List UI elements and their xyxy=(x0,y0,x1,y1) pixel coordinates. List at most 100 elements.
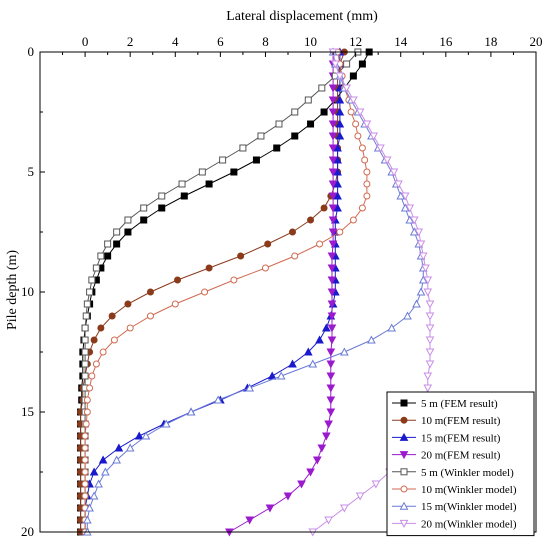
data-point xyxy=(82,312,90,320)
data-point xyxy=(146,312,154,320)
data-point xyxy=(318,84,326,92)
y-ticks: 0 5 10 15 20 xyxy=(21,44,45,539)
data-point xyxy=(98,455,108,464)
data-point xyxy=(205,180,213,188)
data-point xyxy=(331,60,340,69)
data-point xyxy=(328,156,338,165)
data-point xyxy=(264,240,272,248)
x-tick-label: 20 xyxy=(530,34,543,49)
data-point xyxy=(328,144,338,153)
data-point xyxy=(110,336,118,344)
x-tick-label: 8 xyxy=(262,34,269,49)
legend-item: 20 m(FEM result) xyxy=(392,450,501,462)
data-point xyxy=(83,300,91,308)
data-point xyxy=(161,419,171,428)
legend-marker xyxy=(399,519,409,528)
data-point xyxy=(326,372,336,381)
data-point xyxy=(85,503,94,512)
data-point xyxy=(328,96,338,105)
series-line xyxy=(80,51,345,532)
data-point xyxy=(423,372,433,381)
x-tick-label: 2 xyxy=(127,34,134,49)
data-point xyxy=(89,467,99,476)
data-point xyxy=(335,95,345,104)
data-point xyxy=(83,396,91,404)
legend-label: 20 m(Winkler model) xyxy=(421,518,517,530)
x-tick-label: 6 xyxy=(217,34,224,49)
data-point xyxy=(112,455,121,464)
data-point xyxy=(291,252,299,260)
data-point xyxy=(421,264,430,273)
legend-item: 10 m(Winkler model) xyxy=(392,484,517,496)
data-point xyxy=(237,252,245,260)
data-point xyxy=(367,335,376,344)
data-point xyxy=(355,108,365,117)
data-point xyxy=(326,360,336,369)
data-point xyxy=(230,168,238,176)
data-point xyxy=(327,324,337,333)
data-point xyxy=(81,480,89,488)
data-point xyxy=(321,323,331,332)
data-point xyxy=(347,108,355,116)
data-point xyxy=(141,431,151,440)
data-point xyxy=(86,288,94,296)
data-point xyxy=(340,347,349,356)
data-point xyxy=(425,300,435,309)
data-point xyxy=(394,180,403,189)
data-point xyxy=(409,227,419,236)
x-tick-label: 18 xyxy=(484,34,497,49)
data-point xyxy=(239,144,247,152)
data-point xyxy=(400,192,410,201)
data-point xyxy=(94,479,103,488)
data-point xyxy=(358,144,366,152)
data-point xyxy=(283,492,293,501)
data-point xyxy=(97,324,105,332)
data-point xyxy=(355,492,365,501)
data-point xyxy=(335,72,345,81)
data-point xyxy=(333,179,342,188)
legend-marker xyxy=(400,468,408,476)
legend-label: 20 m(FEM result) xyxy=(421,450,501,462)
data-point xyxy=(198,168,206,176)
legend-item: 5 m (Winkler model) xyxy=(392,467,514,479)
legend-label: 10 m(Winkler model) xyxy=(421,484,517,496)
data-point xyxy=(409,216,419,225)
legend-marker xyxy=(399,451,409,460)
series-3 xyxy=(80,47,345,536)
data-point xyxy=(416,240,426,249)
x-tick-label: 10 xyxy=(304,34,317,49)
y-tick-label: 0 xyxy=(28,44,35,59)
data-point xyxy=(104,240,112,248)
data-point xyxy=(88,372,96,380)
data-point xyxy=(362,120,372,129)
data-point xyxy=(333,167,342,176)
data-point xyxy=(99,348,107,356)
data-point xyxy=(304,96,312,104)
data-point xyxy=(328,120,338,129)
data-point xyxy=(178,180,186,188)
data-point xyxy=(140,204,148,212)
data-point xyxy=(114,443,124,452)
y-axis-title: Pile depth (m) xyxy=(5,250,20,330)
x-ticks: 0 2 4 6 8 10 12 14 16 18 20 xyxy=(62,34,543,57)
data-point xyxy=(312,456,322,465)
data-point xyxy=(333,191,342,200)
data-point xyxy=(134,431,144,440)
data-point xyxy=(387,323,397,332)
data-point xyxy=(328,132,338,141)
data-point xyxy=(291,132,299,140)
data-point xyxy=(158,192,166,200)
data-point xyxy=(257,132,265,140)
data-point xyxy=(328,204,338,213)
data-point xyxy=(327,336,337,345)
data-point xyxy=(81,360,89,368)
data-point xyxy=(327,252,337,261)
data-point xyxy=(354,132,362,140)
y-tick-label: 15 xyxy=(21,404,34,419)
legend-marker xyxy=(400,416,408,424)
data-point xyxy=(289,228,297,236)
data-point xyxy=(171,300,179,308)
data-point xyxy=(265,504,275,513)
legend-label: 10 m(FEM result) xyxy=(421,415,501,427)
legend-item: 15 m(FEM result) xyxy=(392,432,501,444)
